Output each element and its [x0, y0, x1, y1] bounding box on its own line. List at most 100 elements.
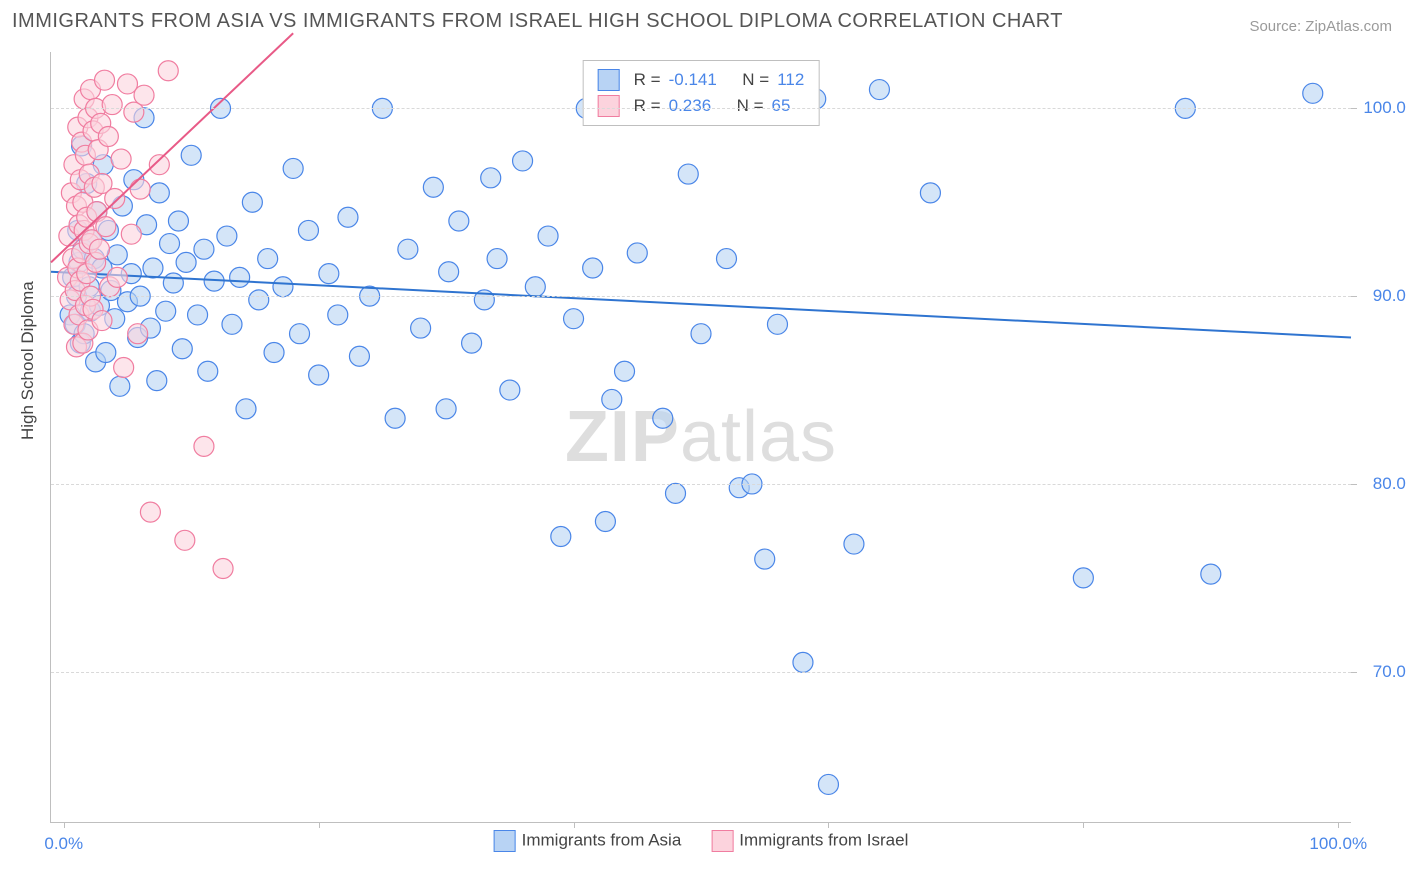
- x-tick: [319, 822, 320, 828]
- x-tick-label: 0.0%: [44, 834, 83, 854]
- scatter-point-israel: [175, 530, 195, 550]
- scatter-point-israel: [95, 70, 115, 90]
- y-tick-label: 70.0%: [1361, 662, 1406, 682]
- gridline-h: [51, 672, 1351, 673]
- scatter-point-asia: [147, 371, 167, 391]
- stat-r-label: R =: [634, 67, 661, 93]
- legend-stat-row: R = -0.141 N = 112: [598, 67, 805, 93]
- scatter-point-asia: [818, 774, 838, 794]
- scatter-point-israel: [96, 217, 116, 237]
- x-tick: [64, 822, 65, 828]
- chart-title: IMMIGRANTS FROM ASIA VS IMMIGRANTS FROM …: [12, 10, 1063, 33]
- scatter-point-asia: [168, 211, 188, 231]
- scatter-point-israel: [105, 188, 125, 208]
- x-tick: [828, 822, 829, 828]
- scatter-point-israel: [114, 358, 134, 378]
- x-tick: [1083, 822, 1084, 828]
- scatter-point-asia: [513, 151, 533, 171]
- scatter-point-asia: [249, 290, 269, 310]
- scatter-point-asia: [110, 376, 130, 396]
- scatter-point-asia: [222, 314, 242, 334]
- scatter-point-asia: [96, 342, 116, 362]
- x-tick: [1338, 822, 1339, 828]
- legend-stats: R = -0.141 N = 112R =0.236 N =65: [583, 60, 820, 126]
- scatter-point-asia: [755, 549, 775, 569]
- scatter-point-asia: [242, 192, 262, 212]
- scatter-point-asia: [423, 177, 443, 197]
- stat-n-label: N =: [742, 67, 769, 93]
- scatter-point-asia: [844, 534, 864, 554]
- scatter-point-asia: [172, 339, 192, 359]
- scatter-point-israel: [107, 267, 127, 287]
- scatter-point-asia: [481, 168, 501, 188]
- scatter-point-asia: [188, 305, 208, 325]
- scatter-point-asia: [767, 314, 787, 334]
- scatter-point-asia: [602, 389, 622, 409]
- scatter-point-asia: [328, 305, 348, 325]
- scatter-point-asia: [398, 239, 418, 259]
- scatter-point-asia: [411, 318, 431, 338]
- y-tick: [1351, 484, 1357, 485]
- y-tick: [1351, 108, 1357, 109]
- scatter-point-asia: [551, 527, 571, 547]
- stat-n-value: 65: [772, 93, 791, 119]
- scatter-point-asia: [230, 267, 250, 287]
- scatter-point-asia: [691, 324, 711, 344]
- scatter-point-asia: [217, 226, 237, 246]
- scatter-point-asia: [500, 380, 520, 400]
- legend-swatch: [494, 830, 516, 852]
- scatter-point-asia: [181, 145, 201, 165]
- scatter-point-israel: [140, 502, 160, 522]
- scatter-point-asia: [449, 211, 469, 231]
- plot-area: ZIPatlas R =-0.141 N =112R =0.236 N =65 …: [50, 52, 1351, 823]
- gridline-h: [51, 296, 1351, 297]
- scatter-point-asia: [920, 183, 940, 203]
- scatter-point-israel: [102, 95, 122, 115]
- scatter-point-asia: [439, 262, 459, 282]
- source-label: Source: ZipAtlas.com: [1249, 18, 1392, 35]
- scatter-point-israel: [134, 85, 154, 105]
- scatter-point-asia: [1073, 568, 1093, 588]
- scatter-point-asia: [338, 207, 358, 227]
- chart-svg: [51, 52, 1351, 822]
- stat-r-value: -0.141: [669, 67, 717, 93]
- legend-swatch: [711, 830, 733, 852]
- stat-r-label: R =: [634, 93, 661, 119]
- scatter-point-asia: [487, 249, 507, 269]
- scatter-point-asia: [176, 252, 196, 272]
- scatter-point-asia: [198, 361, 218, 381]
- legend-stat-row: R =0.236 N =65: [598, 93, 805, 119]
- scatter-point-asia: [163, 273, 183, 293]
- scatter-point-asia: [1201, 564, 1221, 584]
- scatter-point-israel: [158, 61, 178, 81]
- scatter-point-israel: [213, 558, 233, 578]
- scatter-point-asia: [615, 361, 635, 381]
- scatter-point-israel: [130, 179, 150, 199]
- stat-n-value: 112: [777, 67, 804, 93]
- legend-swatch: [598, 69, 620, 91]
- scatter-point-asia: [149, 183, 169, 203]
- y-tick-label: 80.0%: [1361, 474, 1406, 494]
- scatter-point-israel: [128, 324, 148, 344]
- x-tick: [574, 822, 575, 828]
- scatter-point-asia: [107, 245, 127, 265]
- scatter-point-asia: [462, 333, 482, 353]
- scatter-point-asia: [595, 512, 615, 532]
- scatter-point-asia: [160, 234, 180, 254]
- gridline-h: [51, 484, 1351, 485]
- scatter-point-asia: [583, 258, 603, 278]
- scatter-point-asia: [627, 243, 647, 263]
- scatter-point-asia: [236, 399, 256, 419]
- scatter-point-asia: [869, 80, 889, 100]
- scatter-point-israel: [92, 311, 112, 331]
- y-tick: [1351, 672, 1357, 673]
- scatter-point-asia: [283, 158, 303, 178]
- scatter-point-asia: [525, 277, 545, 297]
- legend-item: Immigrants from Israel: [711, 830, 908, 852]
- scatter-point-asia: [319, 264, 339, 284]
- x-tick-label: 100.0%: [1309, 834, 1367, 854]
- legend-item: Immigrants from Asia: [494, 830, 682, 852]
- scatter-point-asia: [716, 249, 736, 269]
- scatter-point-israel: [194, 436, 214, 456]
- scatter-point-asia: [156, 301, 176, 321]
